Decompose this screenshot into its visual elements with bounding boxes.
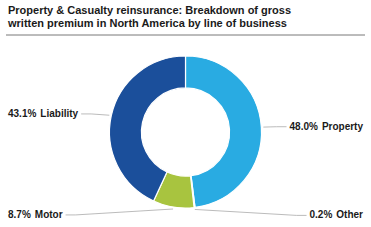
data-label-category: Motor — [35, 209, 63, 220]
leader-line — [263, 126, 286, 127]
title-divider — [6, 35, 365, 36]
leader-line — [81, 114, 109, 115]
data-label: 0.2%Other — [310, 209, 364, 220]
donut — [110, 56, 262, 208]
data-label: 8.7% Motor — [8, 209, 63, 220]
data-label-value: 8.7% — [8, 209, 31, 220]
chart: Property & Casualty reinsurance: Breakdo… — [0, 0, 371, 227]
data-label-value: 43.1% — [8, 108, 36, 119]
title-line: Property & Casualty reinsurance: Breakdo… — [8, 4, 291, 16]
data-label-category: Other — [336, 209, 363, 220]
title: Property & Casualty reinsurance: Breakdo… — [7, 4, 291, 29]
chart-container: Property & Casualty reinsurance: Breakdo… — [0, 0, 371, 227]
data-label-category: Liability — [40, 108, 78, 119]
title-line: written premium in North America by line… — [7, 17, 287, 29]
data-label: 48.0% Property — [290, 120, 364, 131]
data-label-category: Property — [322, 120, 364, 131]
data-label: 43.1% Liability — [8, 108, 79, 119]
leader-line — [195, 209, 307, 215]
data-label-value: 48.0% — [290, 120, 318, 131]
donut-slice — [110, 56, 186, 201]
leader-line — [66, 209, 173, 215]
donut-slice — [186, 56, 262, 207]
data-label-value: 0.2% — [310, 209, 333, 220]
